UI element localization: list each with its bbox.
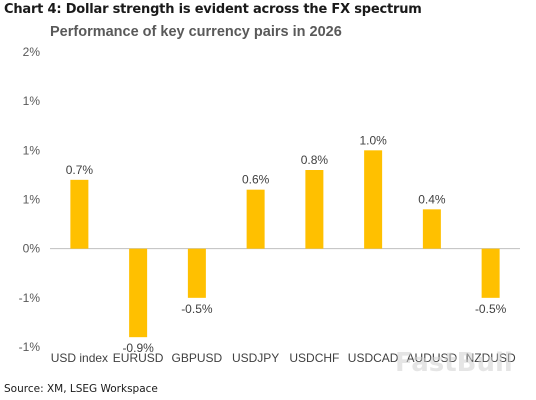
- chart-title: Performance of key currency pairs in 202…: [50, 24, 342, 40]
- category-label: EURUSD: [113, 351, 164, 365]
- y-tick-label: 1%: [23, 143, 41, 157]
- category-label: USDCAD: [348, 351, 399, 365]
- data-label: 0.4%: [418, 192, 446, 206]
- bars: [70, 150, 500, 338]
- y-axis-ticks: 2% 1% 1% 1% 0% -1% -1%: [19, 45, 41, 354]
- y-tick-label: 0%: [23, 242, 41, 256]
- category-label: USDJPY: [232, 351, 279, 365]
- y-tick-label: 1%: [23, 193, 41, 207]
- y-tick-label: 2%: [23, 45, 41, 59]
- category-label: USD index: [51, 351, 108, 365]
- bar-audusd: [422, 209, 441, 249]
- bar-usdchf: [305, 170, 324, 249]
- source-note: Source: XM, LSEG Workspace: [4, 383, 158, 395]
- figure-caption: Chart 4: Dollar strength is evident acro…: [4, 2, 422, 17]
- data-labels: 0.7% -0.9% -0.5% 0.6% 0.8% 1.0% 0.4% -0.5%: [66, 133, 507, 355]
- category-label: AUDUSD: [407, 351, 458, 365]
- bar-eurusd: [129, 248, 148, 338]
- data-label: 0.6%: [242, 173, 270, 187]
- data-label: 0.7%: [66, 163, 94, 177]
- data-label: -0.5%: [181, 302, 213, 316]
- watermark: FastBull: [395, 348, 513, 378]
- data-label: 1.0%: [359, 133, 387, 147]
- bar-nzdusd: [481, 248, 500, 298]
- bar-usd-index: [70, 179, 89, 249]
- bar-usdjpy: [246, 189, 265, 249]
- bar-gbpusd: [187, 248, 206, 298]
- bar-usdcad: [364, 150, 383, 249]
- data-label: -0.9%: [122, 341, 154, 355]
- y-tick-label: 1%: [23, 94, 41, 108]
- y-tick-label: -1%: [19, 340, 41, 354]
- category-labels: USD index EURUSD GBPUSD USDJPY USDCHF USDCAD A…: [51, 351, 516, 365]
- data-label: 0.8%: [301, 153, 329, 167]
- category-label: USDCHF: [289, 351, 339, 365]
- y-tick-label: -1%: [19, 291, 41, 305]
- category-label: GBPUSD: [172, 351, 223, 365]
- category-label: NZDUSD: [466, 351, 516, 365]
- data-label: -0.5%: [475, 302, 507, 316]
